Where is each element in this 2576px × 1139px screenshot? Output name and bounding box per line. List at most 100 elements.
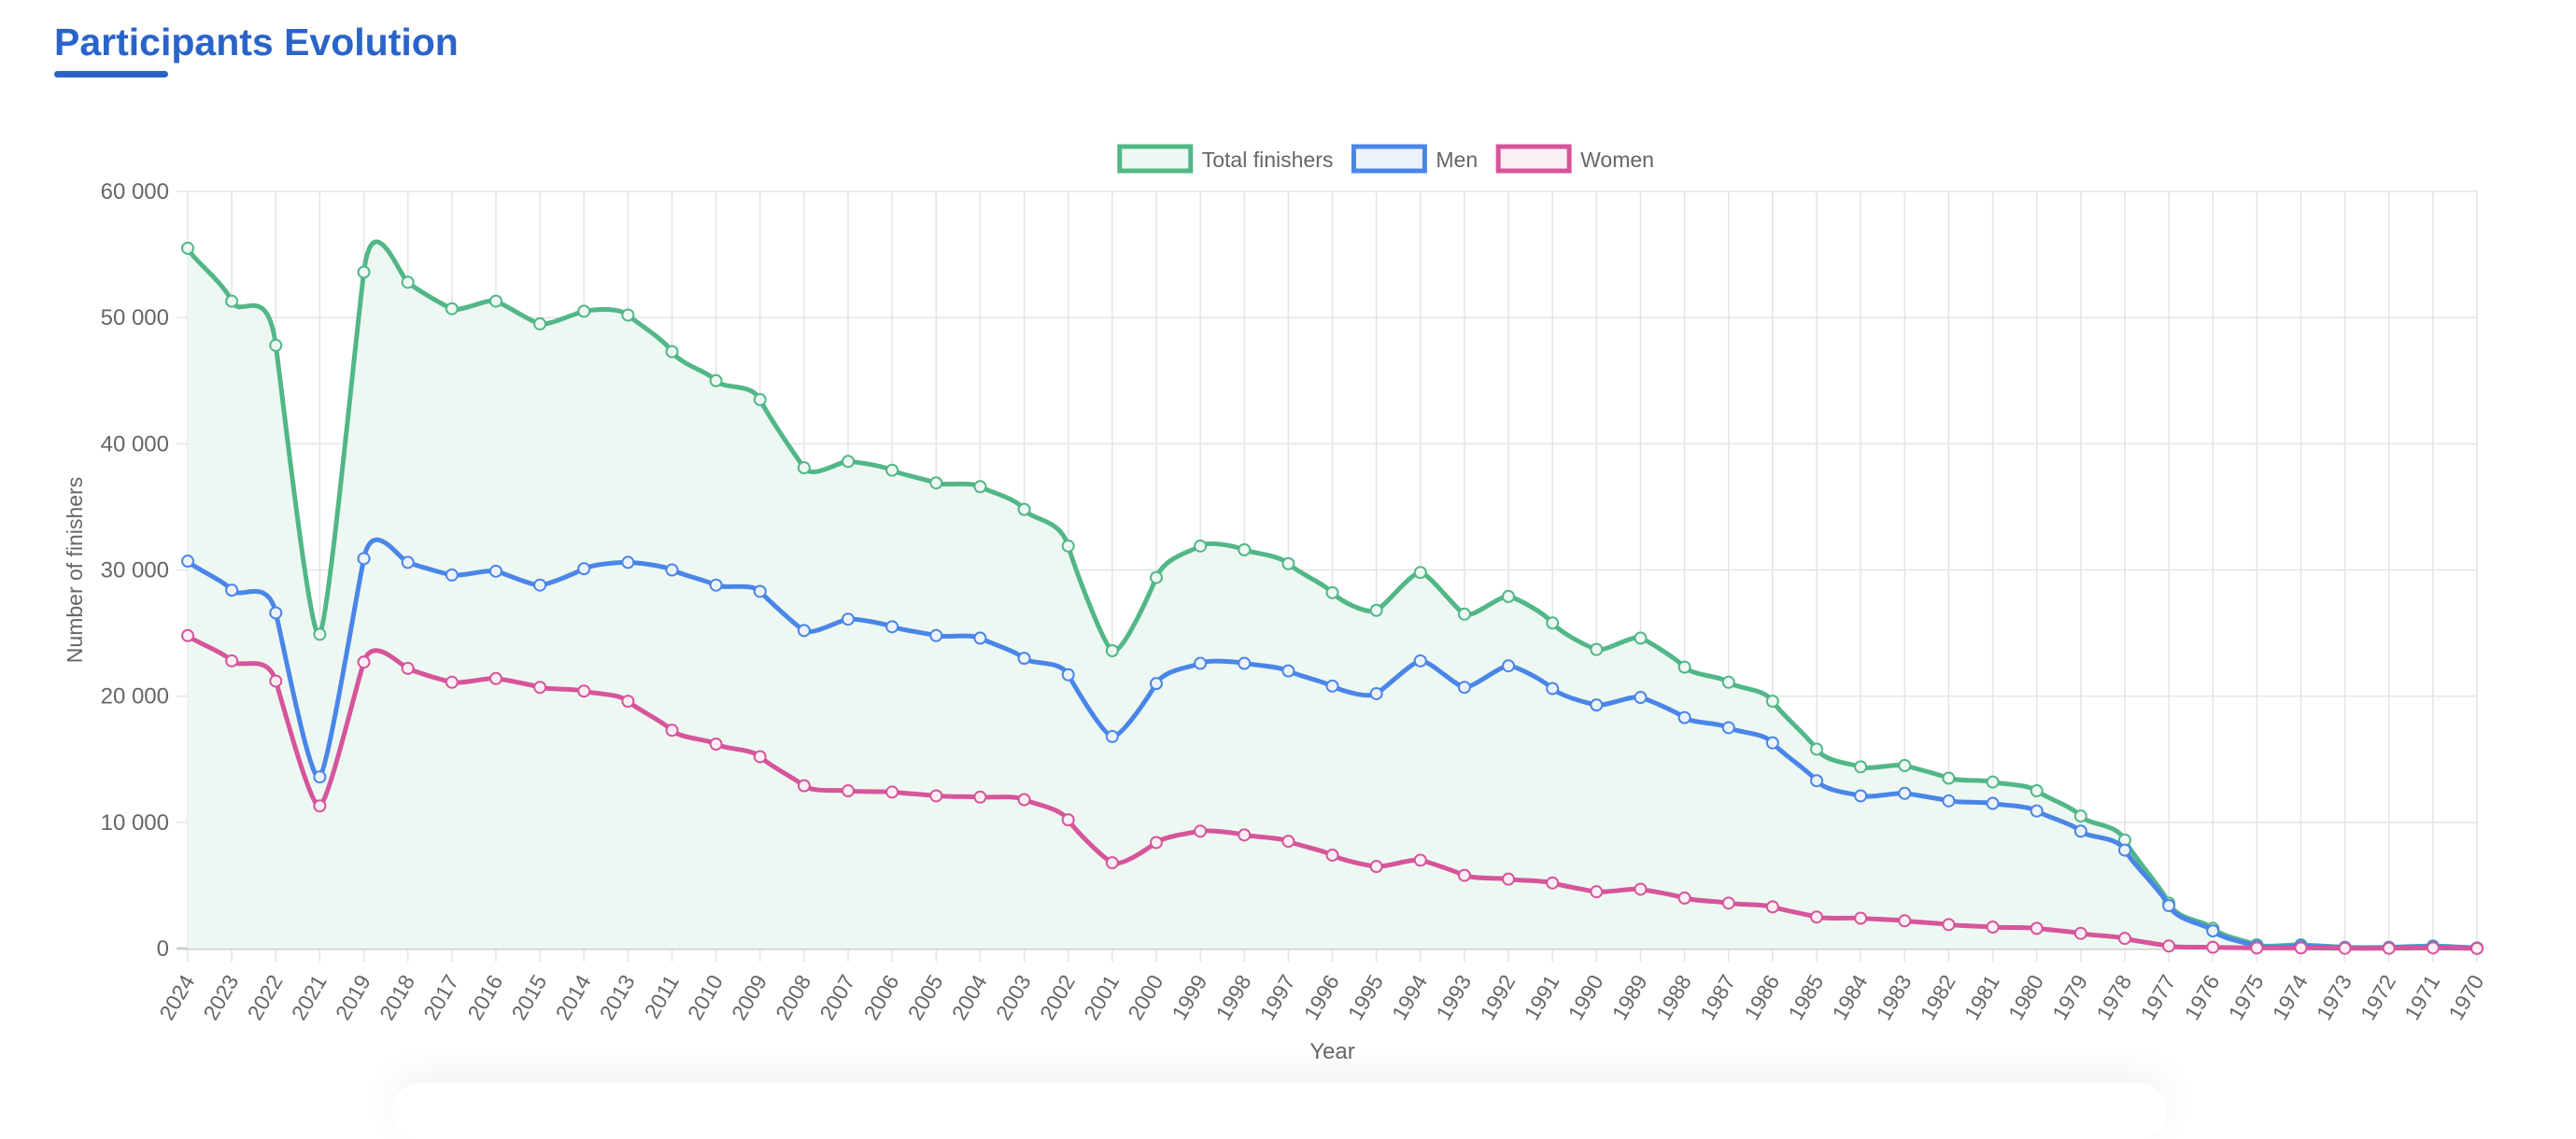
data-point[interactable] — [1590, 885, 1604, 899]
data-point[interactable] — [1546, 682, 1560, 696]
data-point[interactable] — [1502, 589, 1516, 603]
data-point[interactable] — [357, 655, 371, 669]
data-point[interactable] — [2030, 804, 2044, 818]
data-point[interactable] — [1017, 502, 1031, 516]
data-point[interactable] — [488, 564, 502, 578]
legend-swatch-1[interactable] — [1351, 144, 1427, 174]
data-point[interactable] — [1238, 828, 1252, 842]
data-point[interactable] — [533, 316, 547, 330]
data-point[interactable] — [1942, 771, 1956, 785]
data-point[interactable] — [357, 552, 371, 566]
data-point[interactable] — [225, 654, 239, 668]
data-point[interactable] — [753, 584, 767, 598]
data-point[interactable] — [665, 563, 679, 577]
data-point[interactable] — [1677, 891, 1691, 905]
data-point[interactable] — [1281, 664, 1295, 678]
legend-label-0[interactable]: Total finishers — [1202, 148, 1334, 172]
data-point[interactable] — [2426, 941, 2440, 955]
data-point[interactable] — [797, 624, 811, 638]
data-point[interactable] — [1194, 539, 1208, 553]
data-point[interactable] — [1502, 659, 1516, 673]
data-point[interactable] — [2074, 824, 2088, 838]
data-point[interactable] — [1457, 681, 1471, 695]
data-point[interactable] — [1677, 660, 1691, 674]
data-point[interactable] — [709, 373, 723, 387]
data-point[interactable] — [1721, 675, 1735, 689]
data-point[interactable] — [1854, 789, 1868, 803]
data-point[interactable] — [1502, 872, 1516, 886]
data-point[interactable] — [445, 302, 459, 316]
legend-swatch-2[interactable] — [1495, 144, 1572, 174]
data-point[interactable] — [2030, 784, 2044, 798]
data-point[interactable] — [1457, 868, 1471, 882]
data-point[interactable] — [1105, 856, 1119, 870]
data-point[interactable] — [1238, 542, 1252, 556]
data-point[interactable] — [2470, 941, 2484, 955]
data-point[interactable] — [1898, 914, 1912, 928]
data-point[interactable] — [885, 620, 899, 634]
data-point[interactable] — [1194, 824, 1208, 838]
data-point[interactable] — [665, 724, 679, 738]
data-point[interactable] — [621, 308, 635, 322]
data-point[interactable] — [577, 562, 591, 576]
data-point[interactable] — [1986, 921, 2000, 935]
data-point[interactable] — [842, 455, 856, 469]
data-point[interactable] — [621, 695, 635, 709]
data-point[interactable] — [1634, 882, 1648, 896]
data-point[interactable] — [1369, 686, 1383, 700]
data-point[interactable] — [1413, 654, 1427, 668]
data-point[interactable] — [2030, 921, 2044, 935]
data-point[interactable] — [621, 555, 635, 570]
data-point[interactable] — [1546, 616, 1560, 630]
data-point[interactable] — [1061, 813, 1075, 827]
data-point[interactable] — [181, 241, 194, 255]
data-point[interactable] — [1986, 796, 2000, 810]
data-point[interactable] — [1105, 729, 1119, 743]
data-point[interactable] — [885, 785, 899, 799]
data-point[interactable] — [533, 578, 547, 592]
data-point[interactable] — [973, 790, 987, 804]
data-point[interactable] — [181, 628, 194, 642]
data-point[interactable] — [1942, 918, 1956, 932]
data-point[interactable] — [929, 476, 943, 490]
data-point[interactable] — [225, 294, 239, 308]
data-point[interactable] — [1149, 836, 1163, 850]
data-point[interactable] — [533, 681, 547, 695]
data-point[interactable] — [1325, 848, 1339, 862]
data-point[interactable] — [709, 578, 723, 592]
data-point[interactable] — [665, 345, 679, 359]
data-point[interactable] — [1898, 786, 1912, 800]
data-point[interactable] — [401, 275, 415, 289]
data-point[interactable] — [488, 294, 502, 308]
data-point[interactable] — [797, 779, 811, 793]
data-point[interactable] — [973, 631, 987, 645]
data-point[interactable] — [1854, 911, 1868, 925]
data-point[interactable] — [1149, 570, 1163, 584]
data-point[interactable] — [181, 555, 194, 569]
data-point[interactable] — [577, 684, 591, 698]
data-point[interactable] — [577, 304, 591, 318]
data-point[interactable] — [1590, 698, 1604, 712]
legend-label-1[interactable]: Men — [1436, 148, 1478, 172]
data-point[interactable] — [269, 674, 283, 688]
data-point[interactable] — [1281, 835, 1295, 849]
data-point[interactable] — [488, 671, 502, 685]
data-point[interactable] — [1854, 760, 1868, 774]
data-point[interactable] — [929, 789, 943, 803]
data-point[interactable] — [1986, 775, 2000, 789]
data-point[interactable] — [2338, 941, 2352, 955]
data-point[interactable] — [313, 627, 327, 641]
data-point[interactable] — [1413, 853, 1427, 867]
data-point[interactable] — [1546, 876, 1560, 890]
data-point[interactable] — [1194, 656, 1208, 670]
data-point[interactable] — [401, 661, 415, 675]
data-point[interactable] — [1105, 644, 1119, 658]
data-point[interactable] — [842, 784, 856, 798]
data-point[interactable] — [1149, 677, 1163, 691]
data-point[interactable] — [929, 628, 943, 642]
data-point[interactable] — [1765, 900, 1779, 914]
data-point[interactable] — [313, 770, 327, 784]
data-point[interactable] — [797, 461, 811, 475]
data-point[interactable] — [2117, 932, 2131, 946]
data-point[interactable] — [1413, 566, 1427, 580]
